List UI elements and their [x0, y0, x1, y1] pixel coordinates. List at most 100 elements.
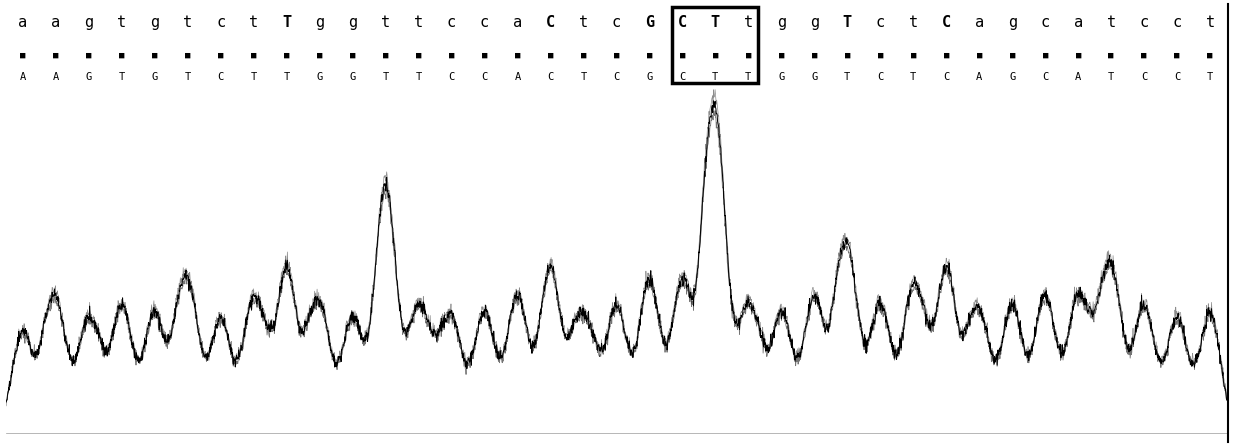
Text: c: c: [1172, 15, 1182, 30]
Text: t: t: [183, 15, 192, 30]
Text: G: G: [647, 72, 653, 82]
Text: c: c: [612, 15, 621, 30]
Text: ■: ■: [581, 50, 586, 59]
Text: ■: ■: [647, 50, 652, 59]
Text: g: g: [810, 15, 819, 30]
Text: T: T: [282, 15, 291, 30]
Text: T: T: [911, 72, 917, 82]
Text: ■: ■: [680, 50, 685, 59]
Text: c: c: [216, 15, 225, 30]
Text: a: a: [51, 15, 61, 30]
Text: a: a: [513, 15, 522, 30]
Text: c: c: [479, 15, 489, 30]
Text: T: T: [580, 72, 586, 82]
Text: ■: ■: [482, 50, 487, 59]
Text: G: G: [1009, 72, 1015, 82]
Text: C: C: [678, 15, 686, 30]
Text: t: t: [116, 15, 126, 30]
Text: ■: ■: [218, 50, 223, 59]
Text: a: a: [1074, 15, 1083, 30]
Text: t: t: [380, 15, 390, 30]
Text: ■: ■: [1042, 50, 1048, 59]
Text: t: t: [249, 15, 258, 30]
Text: a: a: [19, 15, 27, 30]
Text: ■: ■: [284, 50, 289, 59]
Text: C: C: [877, 72, 883, 82]
Text: C: C: [218, 72, 224, 82]
Text: C: C: [942, 15, 950, 30]
Text: ■: ■: [317, 50, 322, 59]
Text: g: g: [1007, 15, 1017, 30]
Text: T: T: [844, 72, 850, 82]
Text: t: t: [1206, 15, 1214, 30]
Text: C: C: [679, 72, 685, 82]
Text: T: T: [284, 72, 290, 82]
Text: G: G: [349, 72, 356, 82]
Text: ■: ■: [185, 50, 191, 59]
Text: ■: ■: [250, 50, 256, 59]
Text: ■: ■: [613, 50, 620, 59]
Text: T: T: [711, 15, 720, 30]
Text: ■: ■: [548, 50, 553, 59]
Text: C: C: [943, 72, 949, 82]
Text: C: C: [546, 15, 555, 30]
Text: ■: ■: [812, 50, 817, 59]
Text: c: c: [876, 15, 885, 30]
Text: A: A: [1075, 72, 1082, 82]
Text: A: A: [976, 72, 983, 82]
Text: ■: ■: [877, 50, 883, 59]
Text: C: C: [449, 72, 455, 82]
Text: T: T: [383, 72, 389, 82]
Text: t: t: [743, 15, 753, 30]
Text: ■: ■: [778, 50, 784, 59]
Text: ■: ■: [1075, 50, 1080, 59]
Text: t: t: [908, 15, 918, 30]
Text: ■: ■: [20, 50, 25, 59]
Text: T: T: [712, 72, 719, 82]
Text: ■: ■: [449, 50, 455, 59]
Text: C: C: [1042, 72, 1048, 82]
Text: ■: ■: [1175, 50, 1180, 59]
Text: C: C: [613, 72, 620, 82]
Text: A: A: [52, 72, 58, 82]
Text: ■: ■: [1208, 50, 1213, 59]
Text: ■: ■: [1109, 50, 1114, 59]
Text: a: a: [975, 15, 984, 30]
Text: ■: ■: [712, 50, 719, 59]
Text: C: C: [548, 72, 554, 82]
Text: T: T: [843, 15, 852, 30]
Text: ■: ■: [944, 50, 949, 59]
Text: C: C: [1175, 72, 1181, 82]
Text: g: g: [777, 15, 786, 30]
Text: C: C: [481, 72, 488, 82]
Text: T: T: [185, 72, 191, 82]
Text: G: G: [778, 72, 784, 82]
Text: A: A: [20, 72, 26, 82]
Text: g: g: [150, 15, 159, 30]
Bar: [673, 7, 758, 83]
Text: g: g: [348, 15, 357, 30]
Text: ■: ■: [85, 50, 92, 59]
Text: T: T: [250, 72, 256, 82]
Text: A: A: [514, 72, 520, 82]
Text: ■: ■: [976, 50, 983, 59]
Text: ■: ■: [1141, 50, 1147, 59]
Text: ■: ■: [119, 50, 124, 59]
Text: t: t: [579, 15, 589, 30]
Text: C: C: [1141, 72, 1147, 82]
Text: T: T: [119, 72, 125, 82]
Text: c: c: [447, 15, 456, 30]
Text: G: G: [151, 72, 157, 82]
Text: T: T: [1207, 72, 1213, 82]
Text: ■: ■: [845, 50, 850, 59]
Text: T: T: [1108, 72, 1114, 82]
Text: ■: ■: [349, 50, 356, 59]
Text: ■: ■: [514, 50, 520, 59]
Text: g: g: [315, 15, 325, 30]
Text: ■: ■: [152, 50, 157, 59]
Text: t: t: [1106, 15, 1116, 30]
Text: G: G: [85, 72, 92, 82]
Text: ■: ■: [746, 50, 751, 59]
Text: t: t: [414, 15, 422, 30]
Text: ■: ■: [1010, 50, 1015, 59]
